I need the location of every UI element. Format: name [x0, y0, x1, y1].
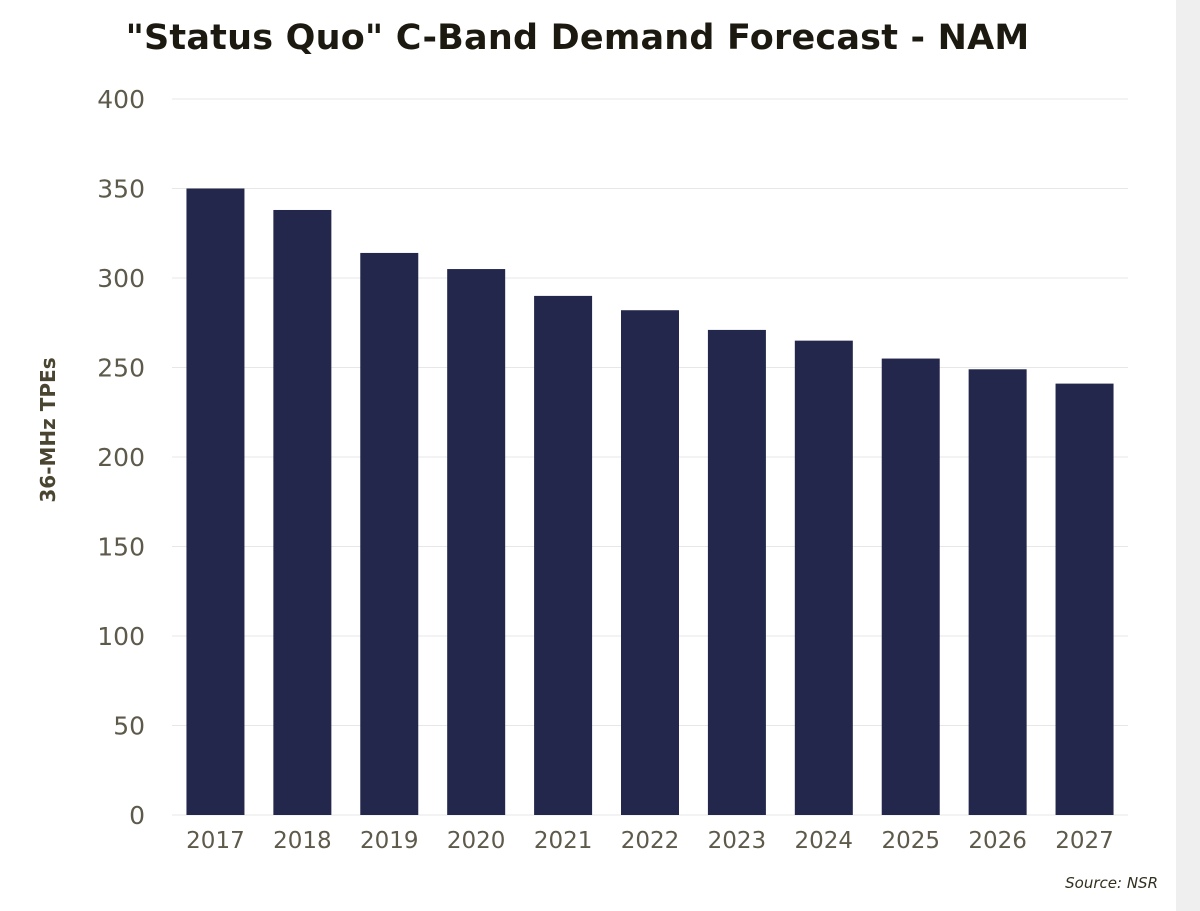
chart-title: "Status Quo" C-Band Demand Forecast - NA…	[125, 18, 1030, 58]
bar	[360, 252, 419, 815]
bar	[186, 188, 245, 815]
y-tick-label: 250	[97, 354, 145, 383]
bar	[881, 358, 940, 815]
y-tick-label: 400	[97, 85, 145, 114]
bar	[707, 329, 766, 815]
x-tick-label: 2025	[881, 828, 940, 854]
x-tick-label: 2021	[534, 828, 593, 854]
bar	[794, 340, 853, 815]
x-tick-label: 2019	[360, 828, 419, 854]
x-tick-label: 2027	[1055, 828, 1114, 854]
y-tick-label: 200	[97, 443, 145, 472]
bar	[534, 295, 593, 815]
page-right-edge	[1176, 0, 1200, 911]
x-axis-ticks: 2017 2018 2019 2020 2021 2022 2023 2024 2025 2026…	[186, 828, 1114, 854]
y-tick-label: 100	[97, 622, 145, 651]
x-tick-label: 2026	[968, 828, 1027, 854]
bar	[968, 369, 1027, 815]
source-note: Source: NSR	[1065, 874, 1158, 892]
x-tick-label: 2020	[447, 828, 506, 854]
x-tick-label: 2023	[708, 828, 767, 854]
bar	[621, 310, 679, 815]
y-tick-label: 300	[97, 264, 145, 293]
y-tick-label: 0	[129, 801, 145, 830]
x-tick-label: 2022	[621, 828, 680, 854]
x-tick-label: 2018	[273, 828, 332, 854]
y-axis-ticks: 0 50 100 150 200 250 300 350 400	[97, 85, 145, 830]
bar	[1055, 383, 1114, 815]
y-tick-label: 150	[97, 533, 145, 562]
bars	[186, 188, 1114, 816]
y-axis-label: 36-MHz TPEs	[36, 357, 60, 502]
bar	[273, 209, 332, 816]
x-tick-label: 2017	[186, 828, 245, 854]
y-tick-label: 350	[97, 175, 145, 204]
y-tick-label: 50	[113, 712, 145, 741]
bar	[447, 269, 506, 815]
x-tick-label: 2024	[795, 828, 854, 854]
